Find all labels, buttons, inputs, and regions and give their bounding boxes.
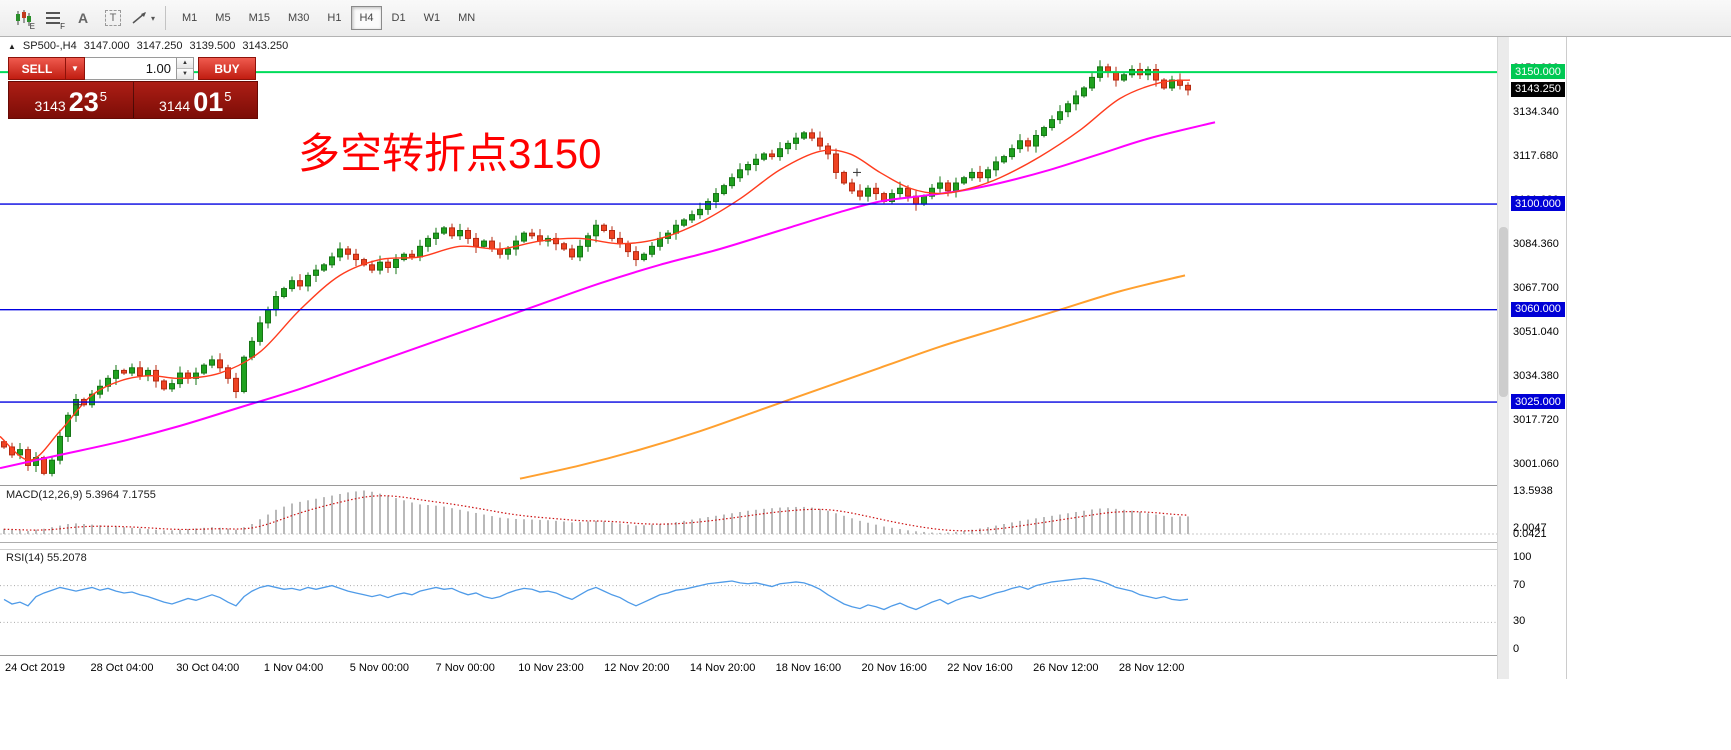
timeframe-button-mn[interactable]: MN — [458, 12, 476, 24]
macd-title: MACD(12,26,9) 5.3964 7.1755 — [6, 489, 156, 501]
toolbar: E F A T ▾ M1 M5 M15 M30 H1 H4 D1 W1 MN — [0, 0, 1731, 37]
rsi-title: RSI(14) 55.2078 — [6, 552, 87, 564]
macd-axis-label: 0.0421 — [1513, 527, 1547, 540]
timeframe-button-m5[interactable]: M5 — [215, 12, 231, 24]
macd-axis-label: 2.0047 — [1513, 521, 1547, 534]
time-axis[interactable]: 24 Oct 2019 28 Oct 04:00 30 Oct 04:00 1 Nov… — [0, 657, 1566, 679]
text-box-tool-button[interactable]: T — [99, 5, 127, 31]
timeframe-button-w1[interactable]: W1 — [423, 12, 441, 24]
text-label-tool-button[interactable]: A — [69, 5, 97, 31]
time-axis-label: 1 Nov 04:00 — [263, 662, 324, 674]
price-scale-label: 3067.700 — [1513, 282, 1559, 295]
time-axis-label: 7 Nov 00:00 — [435, 662, 495, 674]
rsi-axis-label: 70 — [1513, 578, 1526, 591]
price-scale-label: 3134.340 — [1513, 106, 1559, 119]
time-axis-label: 30 Oct 04:00 — [176, 662, 240, 674]
timeframe-button-m30[interactable]: M30 — [287, 12, 310, 24]
buy-button[interactable]: BUY — [198, 57, 256, 80]
volume-stepper: ▲ ▼ — [177, 57, 194, 80]
text-tool-icon: A — [77, 10, 89, 26]
time-axis-label: 22 Nov 16:00 — [947, 662, 1013, 674]
ohlc-header: ▲ SP500-,H4 3147.000 3147.250 3139.500 3143.2… — [8, 40, 295, 52]
chevron-down-icon: ▾ — [150, 13, 155, 23]
rsi-canvas[interactable] — [0, 550, 1497, 655]
macd-axis-label: 13.5938 — [1513, 485, 1553, 498]
macd-panel[interactable]: MACD(12,26,9) 5.3964 7.1755 — [0, 487, 1497, 543]
time-axis-label: 12 Nov 20:00 — [604, 662, 670, 674]
close-value: 3143.250 — [242, 40, 289, 52]
timeframe-button-h1[interactable]: H1 — [327, 12, 342, 24]
green-price-badge: 3150.000 — [1511, 64, 1565, 80]
time-axis-label: 28 Nov 12:00 — [1118, 662, 1185, 674]
price-scale-label: 3051.040 — [1513, 326, 1559, 339]
black-price-badge: 3143.250 — [1511, 81, 1565, 97]
volume-decrease-button[interactable]: ▼ — [177, 68, 193, 79]
rsi-axis-label: 30 — [1513, 615, 1526, 628]
blue-price-badge: 3060.000 — [1511, 301, 1565, 317]
rsi-panel[interactable]: RSI(14) 55.2078 — [0, 549, 1497, 656]
time-axis-label: 14 Nov 20:00 — [689, 662, 756, 674]
time-axis-label: 24 Oct 2019 — [5, 662, 65, 674]
price-scale-label: 3001.060 — [1513, 458, 1559, 471]
sell-button[interactable]: SELL — [8, 57, 66, 80]
blue-price-badge: 3025.000 — [1511, 394, 1565, 410]
window-right-border — [1566, 37, 1567, 679]
timeframe-button-m15[interactable]: M15 — [248, 12, 270, 24]
ask-pip-fraction: 5 — [224, 89, 232, 104]
tool-badge: E — [29, 22, 35, 31]
time-axis-label: 5 Nov 00:00 — [349, 662, 410, 674]
volume-increase-button[interactable]: ▲ — [177, 58, 193, 68]
text-box-icon: T — [105, 10, 121, 26]
candlestick-chart-tool-button[interactable]: E — [9, 5, 37, 31]
open-value: 3147.000 — [83, 40, 130, 52]
timeframe-button-m1[interactable]: M1 — [182, 12, 198, 24]
trendline-tool-button[interactable]: ▾ — [129, 5, 157, 31]
high-value: 3147.250 — [136, 40, 183, 52]
timeframe-group: M1 M5 M15 M30 H1 H4 D1 W1 MN — [173, 6, 484, 30]
timeframe-button-h4[interactable]: H4 — [351, 6, 382, 30]
trendline-icon — [132, 12, 146, 24]
bid-big-digits: 23 — [68, 87, 99, 118]
low-value: 3139.500 — [189, 40, 236, 52]
levels-icon — [46, 12, 60, 24]
price-scale-label: 3117.680 — [1513, 150, 1559, 163]
main-chart-panel[interactable]: ▲ SP500-,H4 3147.000 3147.250 3139.500 3143.2… — [0, 37, 1497, 486]
volume-dropdown-button[interactable]: ▼ — [66, 57, 85, 80]
bid-ask-display: 3143 23 5 3144 01 5 — [8, 81, 258, 119]
scrollbar-thumb[interactable] — [1499, 227, 1508, 397]
bid-prefix: 3143 — [34, 97, 66, 114]
price-axis[interactable]: 3151.0003134.3403117.6803101.0203084.360… — [1511, 0, 1566, 750]
price-scale-label: 3034.380 — [1513, 370, 1559, 383]
timeframe-button-d1[interactable]: D1 — [391, 12, 406, 24]
rsi-axis-label: 0 — [1513, 643, 1520, 655]
symbol-label: SP500-,H4 — [22, 40, 77, 52]
ask-big-digits: 01 — [193, 87, 224, 118]
time-axis-label: 26 Nov 12:00 — [1033, 662, 1099, 674]
expand-triangle-icon[interactable]: ▲ — [8, 42, 16, 51]
bid-pip-fraction: 5 — [99, 89, 107, 104]
blue-price-badge: 3100.000 — [1511, 196, 1565, 212]
volume-input[interactable] — [85, 57, 177, 80]
toolbar-separator — [165, 6, 166, 30]
levels-tool-button[interactable]: F — [39, 5, 67, 31]
time-axis-label: 18 Nov 16:00 — [775, 662, 842, 674]
rsi-axis-label: 100 — [1513, 551, 1532, 563]
ask-prefix: 3144 — [159, 97, 191, 114]
chart-annotation-text: 多空转折点3150 — [298, 130, 602, 177]
ask-price[interactable]: 3144 01 5 — [132, 82, 258, 118]
bid-price[interactable]: 3143 23 5 — [9, 82, 133, 118]
vertical-scrollbar[interactable] — [1497, 37, 1509, 679]
tool-badge: F — [60, 22, 65, 31]
time-axis-label: 20 Nov 16:00 — [861, 662, 927, 674]
macd-canvas[interactable] — [0, 487, 1497, 543]
candlestick-chart-icon — [16, 10, 31, 26]
time-axis-label: 28 Oct 04:00 — [90, 662, 154, 674]
price-scale-label: 3017.720 — [1513, 414, 1559, 427]
price-scale-label: 3084.360 — [1513, 238, 1559, 251]
time-axis-label: 10 Nov 23:00 — [518, 662, 584, 674]
